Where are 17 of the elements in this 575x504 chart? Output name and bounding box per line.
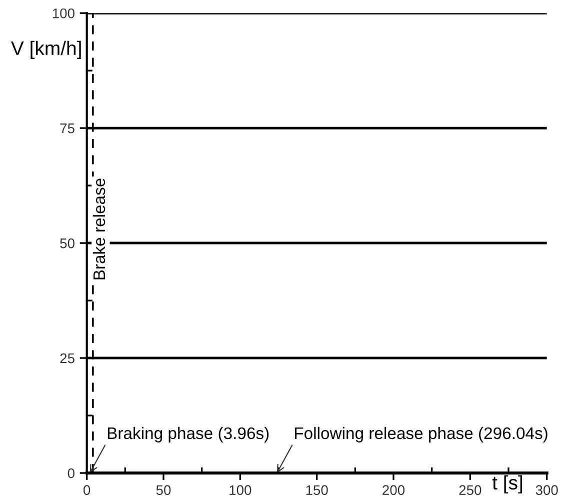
x-tick-label: 300	[536, 485, 558, 496]
x-tick-label: 200	[382, 485, 405, 496]
x-tick-label: 100	[230, 485, 252, 496]
y-tick-label: 100	[52, 8, 74, 18]
y-tick-label: 25	[60, 353, 74, 364]
y-tick-label: 0	[68, 468, 74, 478]
annotation: Braking phase (3.96s)	[108, 426, 269, 442]
ref-line-label: Brake release	[92, 178, 106, 280]
y-tick-label: 50	[60, 238, 74, 248]
annotation: Following release phase (296.04s)	[294, 426, 548, 442]
x-axis-title: t [s]	[492, 475, 522, 494]
x-tick-label: 50	[156, 485, 171, 496]
x-tick-label: 150	[306, 485, 328, 496]
x-tick-label: 0	[84, 485, 90, 496]
y-tick-label: 75	[60, 124, 74, 134]
x-tick-label: 250	[459, 485, 482, 496]
y-axis-title: V [km/h]	[11, 40, 81, 59]
